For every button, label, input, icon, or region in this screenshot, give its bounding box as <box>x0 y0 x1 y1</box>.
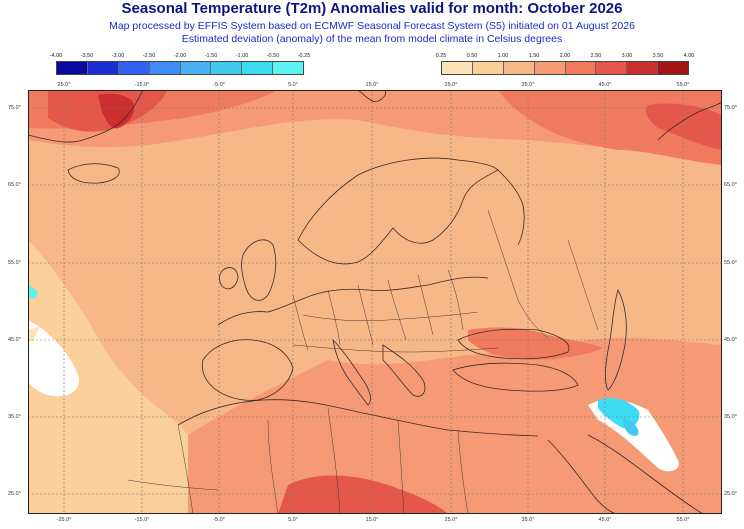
legend-warm-swatch <box>627 62 659 74</box>
legend-cold-tick: -0.50 <box>266 53 280 59</box>
x-axis-bottom-label: 15.0° <box>365 517 379 523</box>
legend-cold-colorbar <box>56 61 304 75</box>
legend-warm-swatch <box>442 62 473 74</box>
anomaly-zone-mediterranean <box>188 337 722 514</box>
x-axis-top-label: 5.0° <box>288 82 298 88</box>
map-subtitle-units: Estimated deviation (anomaly) of the mea… <box>181 33 563 45</box>
legend-warm-anomaly: 0.25 0.50 1.00 1.50 2.00 2.50 3.00 3.50 4.00 <box>436 53 695 113</box>
coastlines <box>28 90 722 514</box>
legend-warm-swatch <box>565 62 597 74</box>
legend-cold-tick: -2.00 <box>173 53 187 59</box>
map-subtitle-processing: Map processed by EFFIS System based on E… <box>109 20 635 32</box>
legend-warm-tick: 1.00 <box>497 53 509 59</box>
x-axis-bottom-label: 35.0° <box>521 517 535 523</box>
x-axis-top-label: 45.0° <box>598 82 612 88</box>
legend-warm-swatch <box>596 62 628 74</box>
anomaly-zone-atlantic-low <box>28 240 188 514</box>
x-axis-top-label: 25.0° <box>57 82 71 88</box>
anomaly-zone-atlantic-cold <box>28 285 38 299</box>
legend-cold-ticks: -4.00 -3.50 -3.00 -2.50 -2.00 -1.50 -1.00 -0.50… <box>50 53 311 63</box>
x-axis-bottom-label: -5.0° <box>213 517 225 523</box>
legend-warm-colorbar <box>441 61 689 75</box>
legend-cold-swatch <box>149 62 181 74</box>
legend-cold-swatch <box>242 62 274 74</box>
x-axis-bottom-label: -15.0° <box>134 517 150 523</box>
map-title: Seasonal Temperature (T2m) Anomalies val… <box>121 0 623 17</box>
anomaly-zone-sahara <box>278 475 448 514</box>
legend-cold-swatch <box>273 62 303 74</box>
legend-warm-tick: 2.50 <box>590 53 602 59</box>
country-borders <box>127 209 599 514</box>
x-axis-top-label: 55.0° <box>676 82 690 88</box>
legend-cold-tick: -2.50 <box>142 53 156 59</box>
legend-warm-tick: 1.50 <box>528 53 540 59</box>
legend-cold-anomaly: -4.00 -3.50 -3.00 -2.50 -2.00 -1.50 -1.00 -0.50… <box>50 53 311 113</box>
x-axis-bottom-label: 25.0° <box>444 517 458 523</box>
anomaly-zone-atlantic-faint <box>28 326 40 342</box>
anomaly-zone-zagros-colder <box>623 418 639 436</box>
legend-warm-tick: 4.00 <box>683 53 695 59</box>
y-axis-left-label: 55.0° <box>8 260 21 266</box>
y-axis-right-label: 45.0° <box>724 337 737 343</box>
legend-warm-swatch <box>472 62 504 74</box>
anomaly-zone-black-sea <box>468 327 603 360</box>
legend-warm-swatch <box>658 62 688 74</box>
y-axis-left-label: 65.0° <box>8 182 21 188</box>
x-axis-top-label: -15.0° <box>134 82 150 88</box>
legend-cold-tick: -0.25 <box>297 53 311 59</box>
legend-warm-tick: 2.00 <box>559 53 571 59</box>
y-axis-left-label: 25.0° <box>8 491 21 497</box>
legend-warm-tick: 3.00 <box>621 53 633 59</box>
anomaly-zone-atlantic-neutral <box>28 320 79 397</box>
legend-cold-tick: -3.50 <box>80 53 94 59</box>
legend-cold-tick: -1.00 <box>235 53 249 59</box>
x-axis-bottom-label: -25.0° <box>56 517 72 523</box>
legend-cold-tick: -4.00 <box>49 53 63 59</box>
y-axis-right-label: 75.0° <box>724 105 737 111</box>
anomaly-zone-greenland-max <box>98 93 135 129</box>
map-frame <box>28 90 722 514</box>
anomaly-zone-novaya-zemlya <box>646 103 722 150</box>
legend-warm-swatch <box>503 62 535 74</box>
graticule <box>28 90 722 514</box>
x-axis-top-label: -5.0° <box>213 82 225 88</box>
legend-cold-swatch <box>180 62 212 74</box>
y-axis-right-label: 65.0° <box>724 182 737 188</box>
x-axis-bottom-label: 5.0° <box>288 517 298 523</box>
y-axis-right-label: 55.0° <box>724 260 737 266</box>
x-axis-top-label: 25.0° <box>444 82 458 88</box>
y-axis-right-label: 35.0° <box>724 414 737 420</box>
legend-warm-tick: 0.25 <box>435 53 447 59</box>
legend-warm-swatch <box>534 62 566 74</box>
legend-warm-tick: 3.50 <box>652 53 664 59</box>
legend-cold-tick: -3.00 <box>111 53 125 59</box>
legend-cold-swatch <box>57 62 88 74</box>
x-axis-bottom-label: 45.0° <box>598 517 612 523</box>
legend-cold-swatch <box>211 62 243 74</box>
legend-warm-ticks: 0.25 0.50 1.00 1.50 2.00 2.50 3.00 3.50 4.00 <box>436 53 695 63</box>
legend-cold-swatch <box>87 62 119 74</box>
x-axis-bottom-label: 55.0° <box>676 517 690 523</box>
x-axis-top-label: 35.0° <box>521 82 535 88</box>
y-axis-right-label: 25.0° <box>724 491 737 497</box>
x-axis-top-label: 15.0° <box>365 82 379 88</box>
y-axis-left-label: 75.0° <box>8 105 21 111</box>
anomaly-map <box>28 90 722 514</box>
legend-cold-tick: -1.50 <box>204 53 218 59</box>
legend-warm-tick: 0.50 <box>466 53 478 59</box>
legend-cold-swatch <box>118 62 150 74</box>
y-axis-left-label: 35.0° <box>8 414 21 420</box>
y-axis-left-label: 45.0° <box>8 337 21 343</box>
